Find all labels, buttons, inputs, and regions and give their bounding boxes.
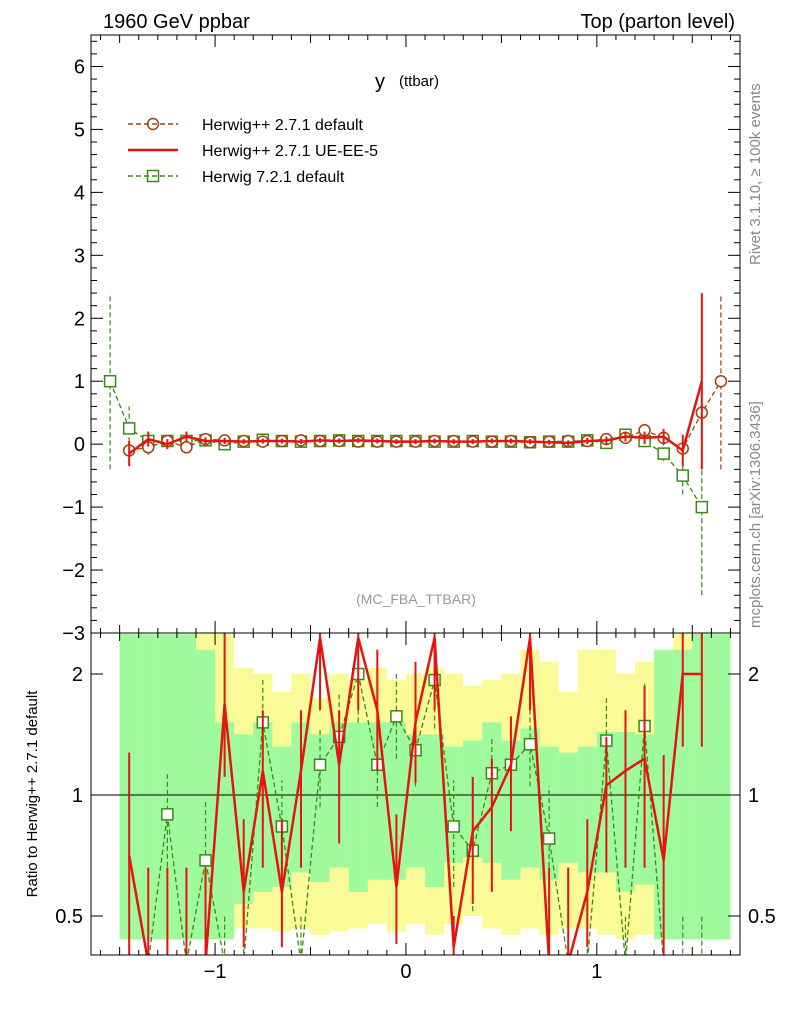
main-y-tick-label: 0 <box>74 434 85 456</box>
ratio-point <box>238 957 249 968</box>
band-green <box>310 734 330 883</box>
band-green <box>272 746 292 887</box>
header-right: Top (parton level) <box>580 11 735 33</box>
band-green <box>138 634 158 940</box>
ratio-point <box>447 820 460 833</box>
ratio-point <box>161 808 174 821</box>
main-y-tick-label: −2 <box>62 560 85 582</box>
main-point <box>122 422 136 435</box>
ratio-point <box>181 957 192 968</box>
ratio-y-ticks: 0.5 0.5 1 1 2 2 <box>55 664 776 928</box>
x-tick-label: 0 <box>400 961 411 983</box>
band-green <box>425 734 445 887</box>
plot-title-main: y <box>375 71 385 93</box>
plot-title: y <box>375 71 385 93</box>
ratio-frame <box>90 632 741 956</box>
band-green <box>176 634 196 940</box>
ratio-y-axis-label: Ratio to Herwig++ 2.7.1 default <box>24 690 41 898</box>
ratio-point <box>313 758 327 771</box>
ratio-point <box>523 737 537 751</box>
legend: Herwig++ 2.7.1 default Herwig++ 2.7.1 UE… <box>128 117 378 186</box>
main-y-tick-label: −1 <box>62 497 85 519</box>
ratio-point <box>295 957 306 968</box>
main-series <box>103 293 728 596</box>
main-point <box>676 469 689 482</box>
main-y-ticks: −3 −2 −1 0 1 2 3 4 5 6 <box>62 40 740 645</box>
main-point <box>714 374 728 388</box>
ratio-point <box>124 957 135 968</box>
main-y-tick-label: −3 <box>62 623 85 645</box>
ratio-point <box>620 957 631 968</box>
legend-marker-circle <box>146 117 160 131</box>
main-point <box>103 374 117 388</box>
ratio-point <box>563 957 574 968</box>
ratio-y-tick-label-right: 1 <box>748 785 759 807</box>
main-point <box>180 441 193 454</box>
band-green <box>348 722 368 892</box>
band-green <box>520 728 540 868</box>
rivet-label: Rivet 3.1.10, ≥ 100k events <box>747 83 764 265</box>
main-y-tick-label: 4 <box>74 182 85 204</box>
ratio-y-tick-label-right: 2 <box>748 664 759 686</box>
ratio-point <box>390 710 403 723</box>
ratio-point <box>696 957 707 968</box>
main-point <box>695 500 709 514</box>
main-y-tick-label: 1 <box>74 371 85 393</box>
ratio-line <box>127 637 702 955</box>
ratio-point <box>199 854 212 867</box>
main-frame <box>90 34 741 634</box>
main-point <box>657 447 670 460</box>
ratio-y-tick-label: 2 <box>72 664 83 686</box>
main-y-tick-label: 3 <box>74 245 85 267</box>
x-ticks: −1 0 1 <box>100 35 731 983</box>
band-green <box>711 634 731 940</box>
header-left: 1960 GeV ppbar <box>103 11 250 33</box>
main-line <box>109 380 703 508</box>
legend-label-herwigpp-default: Herwig++ 2.7.1 default <box>202 117 364 134</box>
ratio-series <box>91 633 740 968</box>
ratio-point <box>658 957 669 968</box>
main-line <box>128 380 704 455</box>
legend-entry-herwig7-default: Herwig 7.2.1 default <box>128 169 345 186</box>
legend-label-herwigpp-ueee5: Herwig++ 2.7.1 UE-EE-5 <box>202 143 378 160</box>
ratio-point <box>677 957 688 968</box>
analysis-tag: (MC_FBA_TTBAR) <box>356 591 476 607</box>
band-green <box>577 746 597 873</box>
legend-entry-herwigpp-default: Herwig++ 2.7.1 default <box>128 117 364 134</box>
legend-entry-herwigpp-ueee5: Herwig++ 2.7.1 UE-EE-5 <box>128 143 378 160</box>
main-y-tick-label: 2 <box>74 308 85 330</box>
x-tick-label: −1 <box>204 961 227 983</box>
ratio-y-tick-label-right: 0.5 <box>748 906 776 928</box>
main-y-tick-label: 6 <box>74 56 85 78</box>
ratio-point <box>542 832 556 845</box>
legend-marker-square <box>146 169 160 183</box>
band-green <box>692 634 712 940</box>
legend-label-herwig7-default: Herwig 7.2.1 default <box>202 169 345 186</box>
ratio-y-tick-label: 1 <box>72 785 83 807</box>
band-green <box>539 746 559 880</box>
x-tick-label: 1 <box>591 961 602 983</box>
ratio-point <box>143 957 154 968</box>
mcplots-label: mcplots.cern.ch [arXiv:1306.3436] <box>747 401 764 628</box>
ratio-y-tick-label: 0.5 <box>55 906 83 928</box>
main-y-tick-label: 5 <box>74 119 85 141</box>
plot-title-sub: (ttbar) <box>399 73 439 90</box>
band-green <box>558 752 578 863</box>
